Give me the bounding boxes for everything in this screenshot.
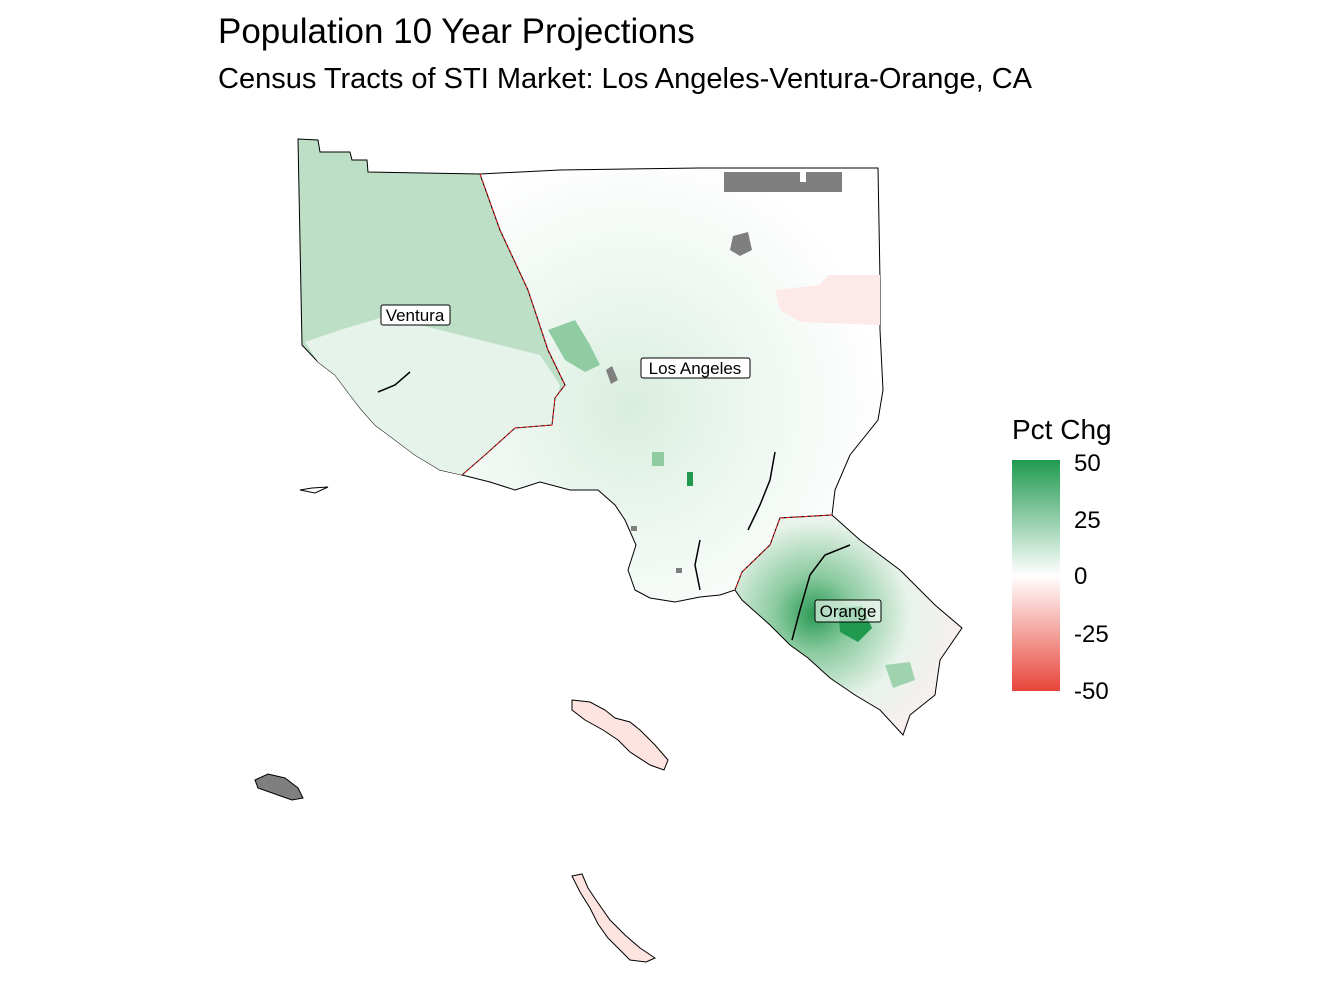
island-anacapa [299, 486, 329, 494]
no-data-tract [631, 526, 637, 531]
legend-color-bar [1012, 460, 1060, 691]
ventura-coastal-region [305, 318, 560, 475]
label-ventura: Ventura [380, 304, 451, 326]
orange-growth-cluster [885, 662, 915, 688]
legend-tick-label: -25 [1074, 621, 1109, 648]
la-growth-tract [687, 472, 693, 486]
river-line [377, 371, 411, 393]
label-orange: Orange [814, 599, 882, 623]
no-data-tract [676, 568, 682, 573]
la-growth-cluster [548, 320, 600, 372]
la-growth-tract [652, 452, 664, 466]
svg-text:Ventura: Ventura [386, 306, 445, 325]
legend-title: Pct Chg [1012, 414, 1112, 445]
svg-text:Orange: Orange [820, 602, 877, 621]
island-san-clemente [571, 873, 657, 963]
river-line [694, 539, 701, 591]
chart-title: Population 10 Year Projections [218, 12, 695, 51]
river-line [791, 544, 851, 641]
svg-text:Los Angeles: Los Angeles [649, 359, 742, 378]
legend-tick-label: 50 [1074, 450, 1101, 477]
legend-tick-label: 0 [1074, 563, 1088, 590]
chart-subtitle: Census Tracts of STI Market: Los Angeles… [218, 63, 1032, 95]
river-line [747, 451, 776, 531]
county-border-ventura-la [461, 173, 566, 476]
no-data-tract [606, 366, 618, 384]
island-santa-catalina [571, 699, 669, 771]
island-san-nicolas [254, 773, 304, 801]
county-border-la-orange [734, 514, 833, 591]
legend-tick-label: 25 [1074, 507, 1101, 534]
la-decline-region [775, 275, 880, 325]
no-data-tract [730, 232, 752, 256]
no-data-tract [724, 172, 842, 192]
label-los-angeles: Los Angeles [640, 357, 751, 379]
legend-tick-label: -50 [1074, 678, 1109, 705]
